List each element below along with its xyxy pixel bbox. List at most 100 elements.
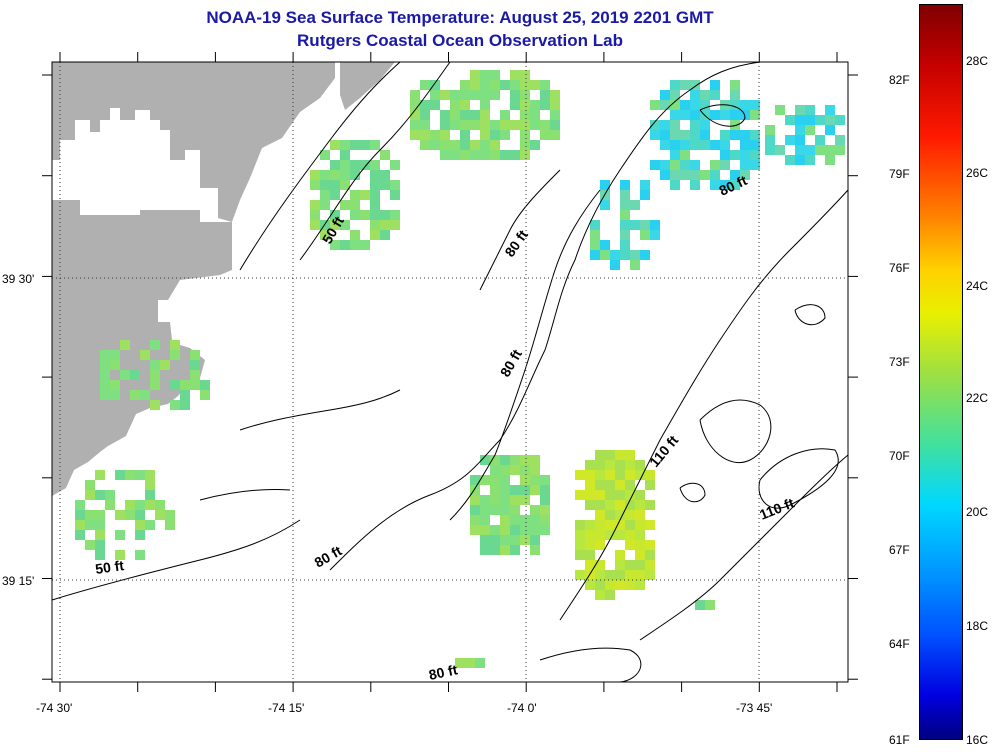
sst-pixel xyxy=(635,470,645,480)
sst-pixel-layer xyxy=(75,70,845,668)
sst-pixel xyxy=(200,390,210,400)
sst-pixel xyxy=(615,580,625,590)
sst-pixel xyxy=(180,400,190,410)
colorbar-f-label: 73F xyxy=(889,355,910,369)
sst-pixel xyxy=(85,540,95,550)
sst-pixel xyxy=(95,470,105,480)
sst-pixel xyxy=(135,530,145,540)
sst-pixel xyxy=(465,658,475,668)
colorbar-c-label: 18C xyxy=(966,619,989,633)
sst-pixel xyxy=(610,260,620,270)
sst-pixel xyxy=(460,150,470,160)
sst-pixel xyxy=(500,495,510,505)
sst-pixel xyxy=(320,170,330,180)
sst-pixel xyxy=(520,130,530,140)
sst-pixel xyxy=(410,130,420,140)
sst-pixel xyxy=(115,470,125,480)
sst-pixel xyxy=(610,250,620,260)
sst-pixel xyxy=(95,490,105,500)
sst-pixel xyxy=(500,80,510,90)
sst-pixel xyxy=(595,460,605,470)
sst-pixel xyxy=(200,380,210,390)
sst-pixel xyxy=(615,530,625,540)
sst-pixel xyxy=(100,380,110,390)
sst-pixel xyxy=(510,545,520,555)
sst-pixel xyxy=(370,160,380,170)
sst-pixel xyxy=(460,140,470,150)
sst-pixel xyxy=(645,520,655,530)
sst-pixel xyxy=(530,505,540,515)
sst-pixel xyxy=(520,535,530,545)
sst-pixel xyxy=(550,120,560,130)
sst-pixel xyxy=(75,510,85,520)
sst-pixel xyxy=(440,90,450,100)
sst-pixel xyxy=(480,455,490,465)
sst-pixel xyxy=(520,70,530,80)
sst-pixel xyxy=(360,190,370,200)
axis-ticks xyxy=(42,52,858,692)
sst-pixel xyxy=(470,475,480,485)
land-mass xyxy=(52,62,395,496)
contour-label: 50 ft xyxy=(94,557,125,577)
sst-pixel xyxy=(170,340,180,350)
sst-pixel xyxy=(480,505,490,515)
sst-pixel xyxy=(620,250,630,260)
sst-pixel xyxy=(625,580,635,590)
sst-pixel xyxy=(805,125,815,135)
sst-pixel xyxy=(490,475,500,485)
colorbar-c-label: 28C xyxy=(966,54,989,68)
sst-pixel xyxy=(680,160,690,170)
sst-pixel xyxy=(340,220,350,230)
sst-pixel xyxy=(590,240,600,250)
sst-pixel xyxy=(615,450,625,460)
sst-pixel xyxy=(530,475,540,485)
colorbar-c-label: 16C xyxy=(966,733,989,747)
sst-pixel xyxy=(540,100,550,110)
sst-pixel xyxy=(625,530,635,540)
sst-pixel xyxy=(520,120,530,130)
sst-pixel xyxy=(480,80,490,90)
sst-pixel xyxy=(310,220,320,230)
sst-pixel xyxy=(330,180,340,190)
sst-pixel xyxy=(510,535,520,545)
sst-pixel xyxy=(630,220,640,230)
sst-pixel xyxy=(520,525,530,535)
sst-pixel xyxy=(635,500,645,510)
sst-pixel xyxy=(490,535,500,545)
colorbar-f-label: 79F xyxy=(889,167,910,181)
sst-pixel xyxy=(730,100,740,110)
sst-pixel xyxy=(520,455,530,465)
sst-pixel xyxy=(410,90,420,100)
sst-pixel xyxy=(320,180,330,190)
sst-pixel xyxy=(370,140,380,150)
sst-pixel xyxy=(520,80,530,90)
sst-pixel xyxy=(450,100,460,110)
sst-pixel xyxy=(785,115,795,125)
sst-pixel xyxy=(585,550,595,560)
sst-pixel xyxy=(170,400,180,410)
sst-pixel xyxy=(710,140,720,150)
sst-pixel xyxy=(520,150,530,160)
sst-pixel xyxy=(480,70,490,80)
sst-pixel xyxy=(590,220,600,230)
sst-pixel xyxy=(635,510,645,520)
sst-pixel xyxy=(585,570,595,580)
sst-pixel xyxy=(510,495,520,505)
sst-pixel xyxy=(640,250,650,260)
sst-pixel xyxy=(190,370,200,380)
sst-pixel xyxy=(500,485,510,495)
sst-pixel xyxy=(635,580,645,590)
sst-pixel xyxy=(115,530,125,540)
sst-pixel xyxy=(750,160,760,170)
sst-pixel xyxy=(605,470,615,480)
sst-pixel xyxy=(635,460,645,470)
sst-pixel xyxy=(500,130,510,140)
sst-pixel xyxy=(430,100,440,110)
sst-pixel xyxy=(460,100,470,110)
sst-pixel xyxy=(420,140,430,150)
sst-pixel xyxy=(660,170,670,180)
sst-pixel xyxy=(605,580,615,590)
sst-pixel xyxy=(530,120,540,130)
sst-pixel xyxy=(720,180,730,190)
sst-pixel xyxy=(105,490,115,500)
